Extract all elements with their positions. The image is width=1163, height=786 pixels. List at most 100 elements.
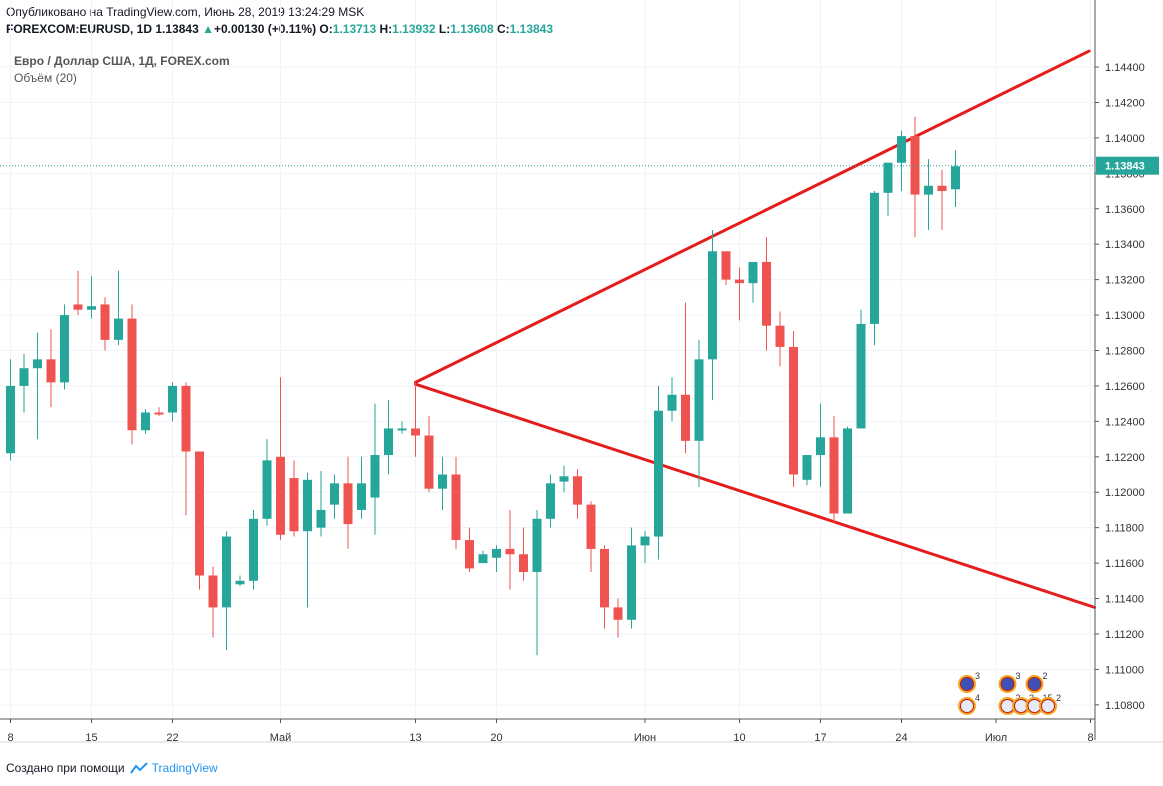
y-tick-label: 1.12600 <box>1105 381 1145 393</box>
candle-body <box>33 359 42 369</box>
symbol-quote-line: FOREXCOM:EURUSD, 1D 1.13843 ▲+0.00130 (+… <box>6 22 553 36</box>
candle-body <box>46 359 56 383</box>
candle-body <box>357 483 366 510</box>
candle-body <box>856 323 866 429</box>
candle-body <box>222 536 231 608</box>
y-tick-label: 1.12200 <box>1105 452 1145 464</box>
chart-legend-title: Евро / Доллар США, 1Д, FOREX.com <box>14 54 230 68</box>
candle-body <box>843 428 852 514</box>
y-tick-label: 1.11600 <box>1105 558 1144 570</box>
candle-body <box>451 474 461 541</box>
candle-body <box>708 251 717 360</box>
candle-body <box>465 540 474 569</box>
y-tick-label: 1.13400 <box>1105 239 1145 251</box>
candle-body <box>411 428 420 436</box>
candle-body <box>249 518 258 581</box>
volume-legend: Объём (20) <box>14 71 77 85</box>
candle-body <box>208 575 218 608</box>
trendlines <box>414 49 1097 609</box>
candle-body <box>235 580 245 585</box>
y-tick-label: 1.14000 <box>1105 133 1145 145</box>
candle-body <box>775 325 785 347</box>
candle-body <box>789 346 798 475</box>
candle-body <box>343 483 353 525</box>
event-marker-flag-icon <box>960 699 974 713</box>
candle-body <box>802 455 812 480</box>
high-label: H: <box>379 22 393 36</box>
candle-body <box>6 385 15 454</box>
candle-body <box>114 318 123 340</box>
candle-body <box>735 279 744 284</box>
candle-body <box>384 428 393 456</box>
published-line: Опубликовано на TradingView.com, Июнь 28… <box>6 5 365 19</box>
event-markers: 332422152 <box>958 671 1061 715</box>
current-price-label: 1.13843 <box>1105 161 1145 173</box>
x-tick-label: 20 <box>490 732 502 744</box>
candle-body <box>681 394 690 441</box>
y-tick-label: 1.13000 <box>1105 310 1145 322</box>
x-tick-label: 17 <box>814 732 826 744</box>
candle-body <box>829 437 839 514</box>
candle-body <box>330 483 339 505</box>
axes: 1.10800 1.11000 1.11200 1.11400 1.11600 1.118… <box>0 0 1163 744</box>
candle-body <box>100 304 110 340</box>
candle-body <box>694 359 704 441</box>
x-tick-label: 10 <box>733 732 745 744</box>
candle-body <box>316 509 326 528</box>
candle-body <box>519 554 528 572</box>
x-tick-label: 8 <box>1087 732 1093 744</box>
x-tick-label: Июн <box>634 732 656 744</box>
close-label: C: <box>496 22 510 36</box>
candle-body <box>492 548 501 558</box>
y-tick-label: 1.10800 <box>1105 700 1145 712</box>
y-tick-label: 1.11000 <box>1105 664 1144 676</box>
candle-body <box>195 451 204 576</box>
y-tick-label: 1.11400 <box>1105 594 1144 606</box>
candle-body <box>478 554 488 564</box>
y-tick-label: 1.12400 <box>1105 416 1145 428</box>
symbol-label: FOREXCOM:EURUSD, 1D <box>6 22 153 36</box>
change-value: +0.00130 (+0.11%) <box>213 22 317 36</box>
footer-brand-link[interactable]: TradingView <box>151 761 218 775</box>
footer: Создано при помощи TradingView <box>6 761 218 775</box>
candle-body <box>141 412 150 431</box>
candle-body <box>937 185 947 192</box>
candle-body <box>573 476 582 505</box>
y-tick-label: 1.11200 <box>1105 629 1144 641</box>
candle-body <box>762 261 771 326</box>
x-tick-label: 13 <box>409 732 421 744</box>
footer-created-text: Создано при помощи <box>6 761 125 775</box>
candle-body <box>532 518 542 572</box>
event-marker-count: 2 <box>1056 693 1061 703</box>
candle-body <box>640 536 650 546</box>
candle-body <box>897 136 906 163</box>
y-tick-label: 1.12000 <box>1105 487 1145 499</box>
candle-body <box>262 460 272 519</box>
candle-body <box>505 548 515 555</box>
candle-body <box>883 162 893 193</box>
event-marker-flag-icon <box>1027 677 1042 691</box>
candle-body <box>276 456 285 535</box>
candle-body <box>19 368 29 386</box>
candle-body <box>168 385 177 413</box>
candles <box>6 116 960 656</box>
candle-body <box>951 166 960 190</box>
y-tick-label: 1.12800 <box>1105 345 1145 357</box>
x-tick-label: Май <box>270 732 292 744</box>
event-marker-flag-icon <box>1000 677 1015 691</box>
candle-body <box>424 435 434 489</box>
candle-body <box>60 315 69 383</box>
candle-body <box>546 483 555 519</box>
y-tick-label: 1.11800 <box>1105 523 1144 535</box>
y-tick-label: 1.14200 <box>1105 97 1145 109</box>
chart-grid <box>0 0 1095 719</box>
y-tick-label: 1.14400 <box>1105 62 1145 74</box>
close-value: 1.13843 <box>509 22 554 36</box>
candle-body <box>667 394 677 411</box>
x-tick-label: 15 <box>85 732 97 744</box>
x-tick-label: Июл <box>985 732 1007 744</box>
y-tick-label: 1.13600 <box>1105 204 1145 216</box>
candle-body <box>613 607 623 620</box>
candle-body <box>924 185 933 195</box>
